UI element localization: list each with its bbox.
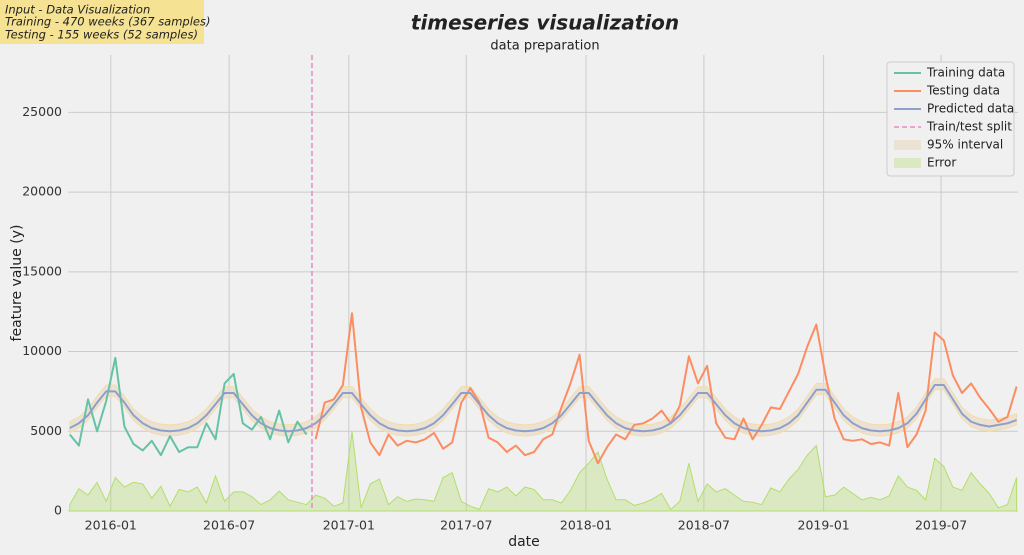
- legend-swatch: [894, 158, 921, 168]
- legend-label: 95% interval: [927, 138, 1003, 152]
- info-line: Testing - 155 weeks (52 samples): [5, 28, 198, 42]
- interval-band: [69, 378, 1018, 437]
- x-tick-label: 2018-07: [678, 518, 730, 533]
- chart-subtitle: data preparation: [490, 39, 599, 54]
- y-tick-label: 0: [54, 503, 62, 518]
- x-axis-label: date: [508, 534, 540, 550]
- info-line: Input - Data Visualization: [5, 3, 150, 17]
- x-tick-label: 2016-01: [85, 518, 137, 533]
- info-line: Training - 470 weeks (367 samples): [5, 15, 210, 29]
- chart-title: timeseries visualization: [411, 11, 679, 35]
- x-tick-label: 2017-07: [440, 518, 492, 533]
- legend-label: Train/test split: [926, 120, 1012, 134]
- y-tick-label: 5000: [30, 423, 62, 438]
- y-axis-label: feature value (y): [9, 225, 25, 342]
- legend-label: Testing data: [926, 84, 1000, 98]
- grid: [68, 55, 1018, 512]
- x-tick-label: 2019-07: [915, 518, 967, 533]
- series-line: [69, 356, 308, 457]
- x-tick-label: 2019-01: [798, 518, 850, 533]
- legend-swatch: [894, 140, 921, 150]
- x-tick-label: 2016-07: [203, 518, 255, 533]
- y-tick-label: 20000: [22, 184, 62, 199]
- x-tick-label: 2018-01: [560, 518, 612, 533]
- plot-marks: [69, 55, 1018, 512]
- error-area: [69, 431, 1018, 512]
- x-tick-label: 2017-01: [323, 518, 375, 533]
- legend-label: Error: [927, 156, 956, 170]
- y-tick-label: 10000: [22, 343, 62, 358]
- y-tick-label: 25000: [22, 104, 62, 119]
- series-line: [69, 384, 1017, 433]
- legend-label: Training data: [926, 66, 1005, 80]
- y-tick-label: 15000: [22, 263, 62, 278]
- series-line: [314, 312, 1018, 465]
- info-box: [0, 0, 204, 44]
- legend: Training data Testing data Predicted data T…: [886, 61, 1015, 177]
- tick-labels: 0 5000 10000 15000 20000 25000 2016-01 2016-07 2…: [22, 104, 967, 533]
- legend-label: Predicted data: [927, 102, 1014, 116]
